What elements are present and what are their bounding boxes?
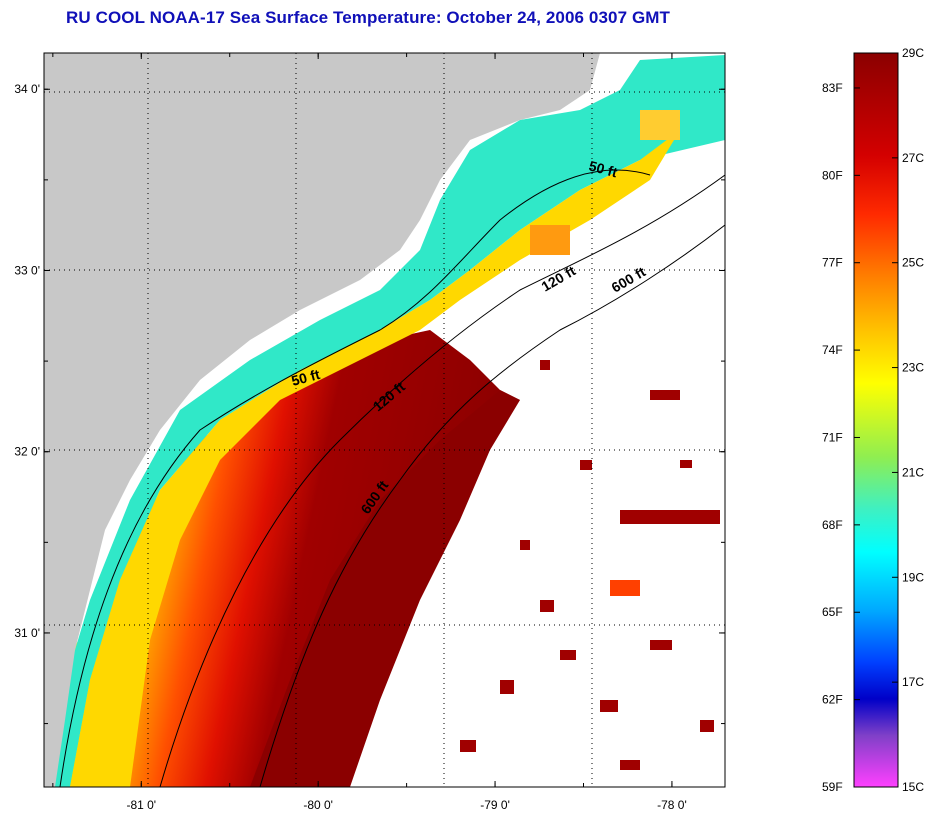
lon-tick-label: -78 0'	[657, 798, 687, 812]
lat-tick-label: 32 0'	[14, 445, 40, 459]
lat-tick-label: 34 0'	[14, 82, 40, 96]
warm-patch	[530, 225, 570, 255]
contour-600ft	[259, 224, 725, 787]
contour-120ft	[159, 174, 725, 787]
lat-tick-label: 33 0'	[14, 263, 40, 277]
latitude-labels: 34 0' 33 0' 32 0' 31 0'	[14, 82, 40, 640]
longitude-labels: -81 0' -80 0' -79 0' -78 0'	[126, 798, 686, 812]
lon-tick-label: -79 0'	[480, 798, 510, 812]
contour-label-50ft-south: 50 ft	[290, 366, 322, 389]
axis-ticks	[44, 53, 725, 787]
map-border	[43, 52, 726, 788]
lon-tick-label: -80 0'	[303, 798, 333, 812]
nearshore-yellow	[70, 130, 680, 787]
contour-label-50ft-north: 50 ft	[587, 157, 619, 180]
graticule	[44, 53, 725, 787]
lat-tick-label: 31 0'	[14, 626, 40, 640]
gulf-stream-band	[250, 390, 520, 787]
warm-water-region	[44, 330, 520, 787]
contour-50ft	[59, 169, 651, 787]
lon-tick-label: -81 0'	[126, 798, 156, 812]
offshore-patches	[460, 360, 720, 770]
warm-patch-ne	[640, 110, 680, 140]
land-region	[44, 53, 600, 787]
chart-title: RU COOL NOAA-17 Sea Surface Temperature:…	[66, 8, 671, 27]
